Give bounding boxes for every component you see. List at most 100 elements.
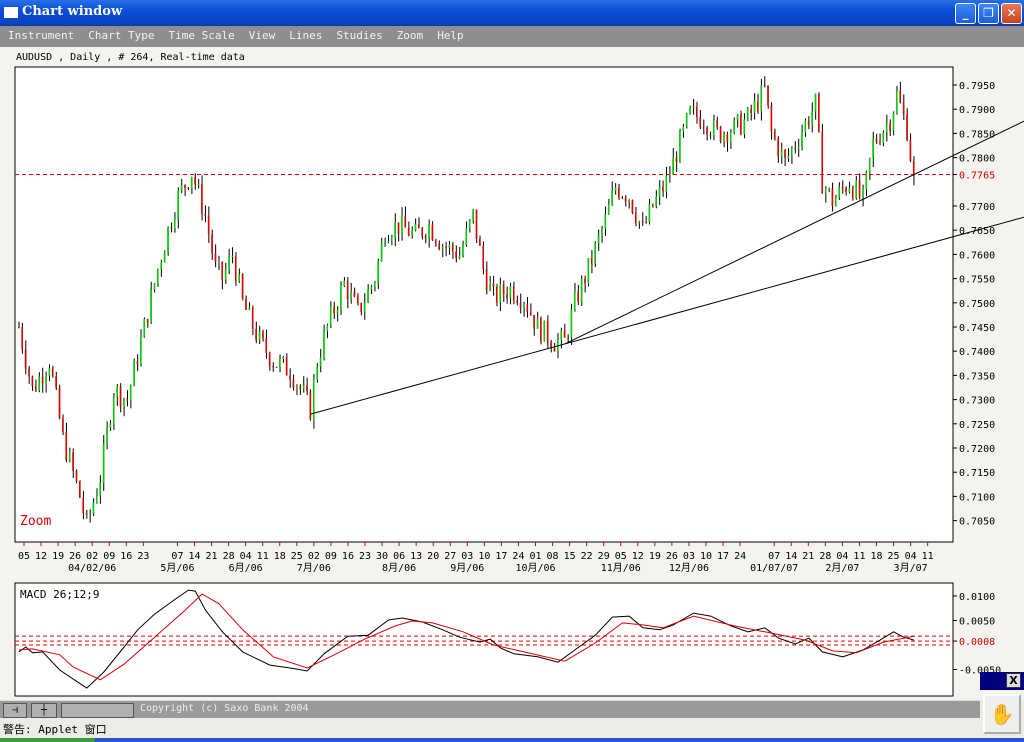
widget-close-button[interactable]: X [1006,673,1021,688]
price-tick-label: 0.7150 [959,468,995,479]
bar-body [434,240,437,244]
bar-body [848,187,851,193]
trend-line [310,216,1024,415]
bar-body [550,342,552,348]
price-tick-label: 0.7200 [959,444,995,455]
date-tick-label: 21 [206,551,218,562]
bar-body [336,309,339,314]
date-tick-label: 16 [342,551,354,562]
bar-body [448,244,451,248]
bar-body [262,331,264,339]
copyright-text: Copyright (c) Saxo Bank 2004 [140,703,309,714]
date-tick-label: 18 [274,551,286,562]
bar-body [733,119,735,133]
date-tick-label: 25 [888,551,900,562]
bar-body [526,304,529,312]
menu-zoom[interactable]: Zoom [396,29,424,42]
menu-lines[interactable]: Lines [289,29,323,42]
bar-body [896,90,898,113]
title-bar: Chart window _ ❐ ✕ [0,0,1024,26]
bar-body [909,139,912,162]
date-tick-label: 17 [495,551,507,562]
price-tick-label: 0.7950 [959,81,995,92]
bar-body [329,307,332,325]
bar-body [129,385,132,401]
menu-time-scale[interactable]: Time Scale [168,29,235,42]
month-label: 10月/06 [515,562,555,574]
price-tick-label: 0.7500 [959,299,995,310]
bar-body [621,197,624,199]
menu-view[interactable]: View [248,29,276,42]
bar-body [343,280,346,287]
bar-body [804,120,807,133]
bar-body [801,132,803,147]
bar-body [167,227,169,252]
date-tick-label: 05 [615,551,627,562]
bar-body [234,255,237,282]
bar-body [204,213,207,216]
bar-body [34,386,37,391]
bar-body [445,246,447,248]
hand-icon[interactable]: ✋ [983,694,1021,734]
month-label: 3月/07 [894,562,928,574]
bar-body [92,502,95,514]
bar-body [79,481,81,498]
bar-body [390,237,393,242]
bar-body [455,251,457,259]
bar-body [584,278,586,284]
bar-body [384,242,386,244]
bar-body [536,318,539,329]
maximize-button[interactable]: ❐ [978,3,999,24]
bar-body [126,398,129,401]
chart-area[interactable]: 0.7950 0.7900 0.7850 0.7800 0.7765 0.7700 0.76… [0,47,1024,700]
bar-body [146,319,149,323]
bar-body [265,338,268,354]
chart-svg[interactable]: 0.7950 0.7900 0.7850 0.7800 0.7765 0.7700 0.76… [0,47,1024,700]
pin-icon[interactable]: ⊣ [3,703,27,718]
menu-studies[interactable]: Studies [336,29,383,42]
start-button[interactable] [0,738,95,742]
bar-body [333,307,335,314]
bar-body [495,286,498,303]
bar-body [475,209,478,239]
bar-body [465,228,468,245]
bar-body [533,314,535,329]
price-tick-label: 0.7850 [959,129,995,140]
bar-body [197,184,200,186]
menu-help[interactable]: Help [437,29,464,42]
date-tick-label: 02 [86,551,98,562]
bar-body [763,85,766,87]
bar-body [587,258,590,284]
crosshair-icon[interactable]: ┼ [31,703,57,718]
bar-body [614,187,617,191]
minimize-button[interactable]: _ [955,3,976,24]
date-tick-label: 25 [291,551,303,562]
menu-instrument[interactable]: Instrument [8,29,75,42]
bar-body [357,296,359,304]
price-tick-label: 0.7765 [959,171,995,182]
bar-body [777,138,779,157]
bar-body [797,146,800,149]
value-field[interactable] [61,703,134,718]
bar-body [160,262,162,270]
macd-tick-label: 0.0008 [959,637,995,648]
price-bars [18,76,915,523]
bar-body [757,100,759,112]
bar-body [109,423,112,428]
close-button[interactable]: ✕ [1001,3,1022,24]
month-label: 2月/07 [825,562,859,574]
month-label: 01/07/07 [750,563,798,574]
date-tick-label: 03 [461,551,473,562]
price-tick-label: 0.7450 [959,323,995,334]
bar-body [163,251,166,263]
menu-chart-type[interactable]: Chart Type [88,29,155,42]
bar-body [18,327,20,328]
bar-body [306,385,308,392]
bar-body [543,320,546,342]
price-tick-label: 0.7550 [959,275,995,286]
bar-body [224,269,227,281]
bar-body [611,190,613,205]
bar-body [95,495,98,503]
bar-body [85,513,88,515]
bar-body [573,291,576,310]
